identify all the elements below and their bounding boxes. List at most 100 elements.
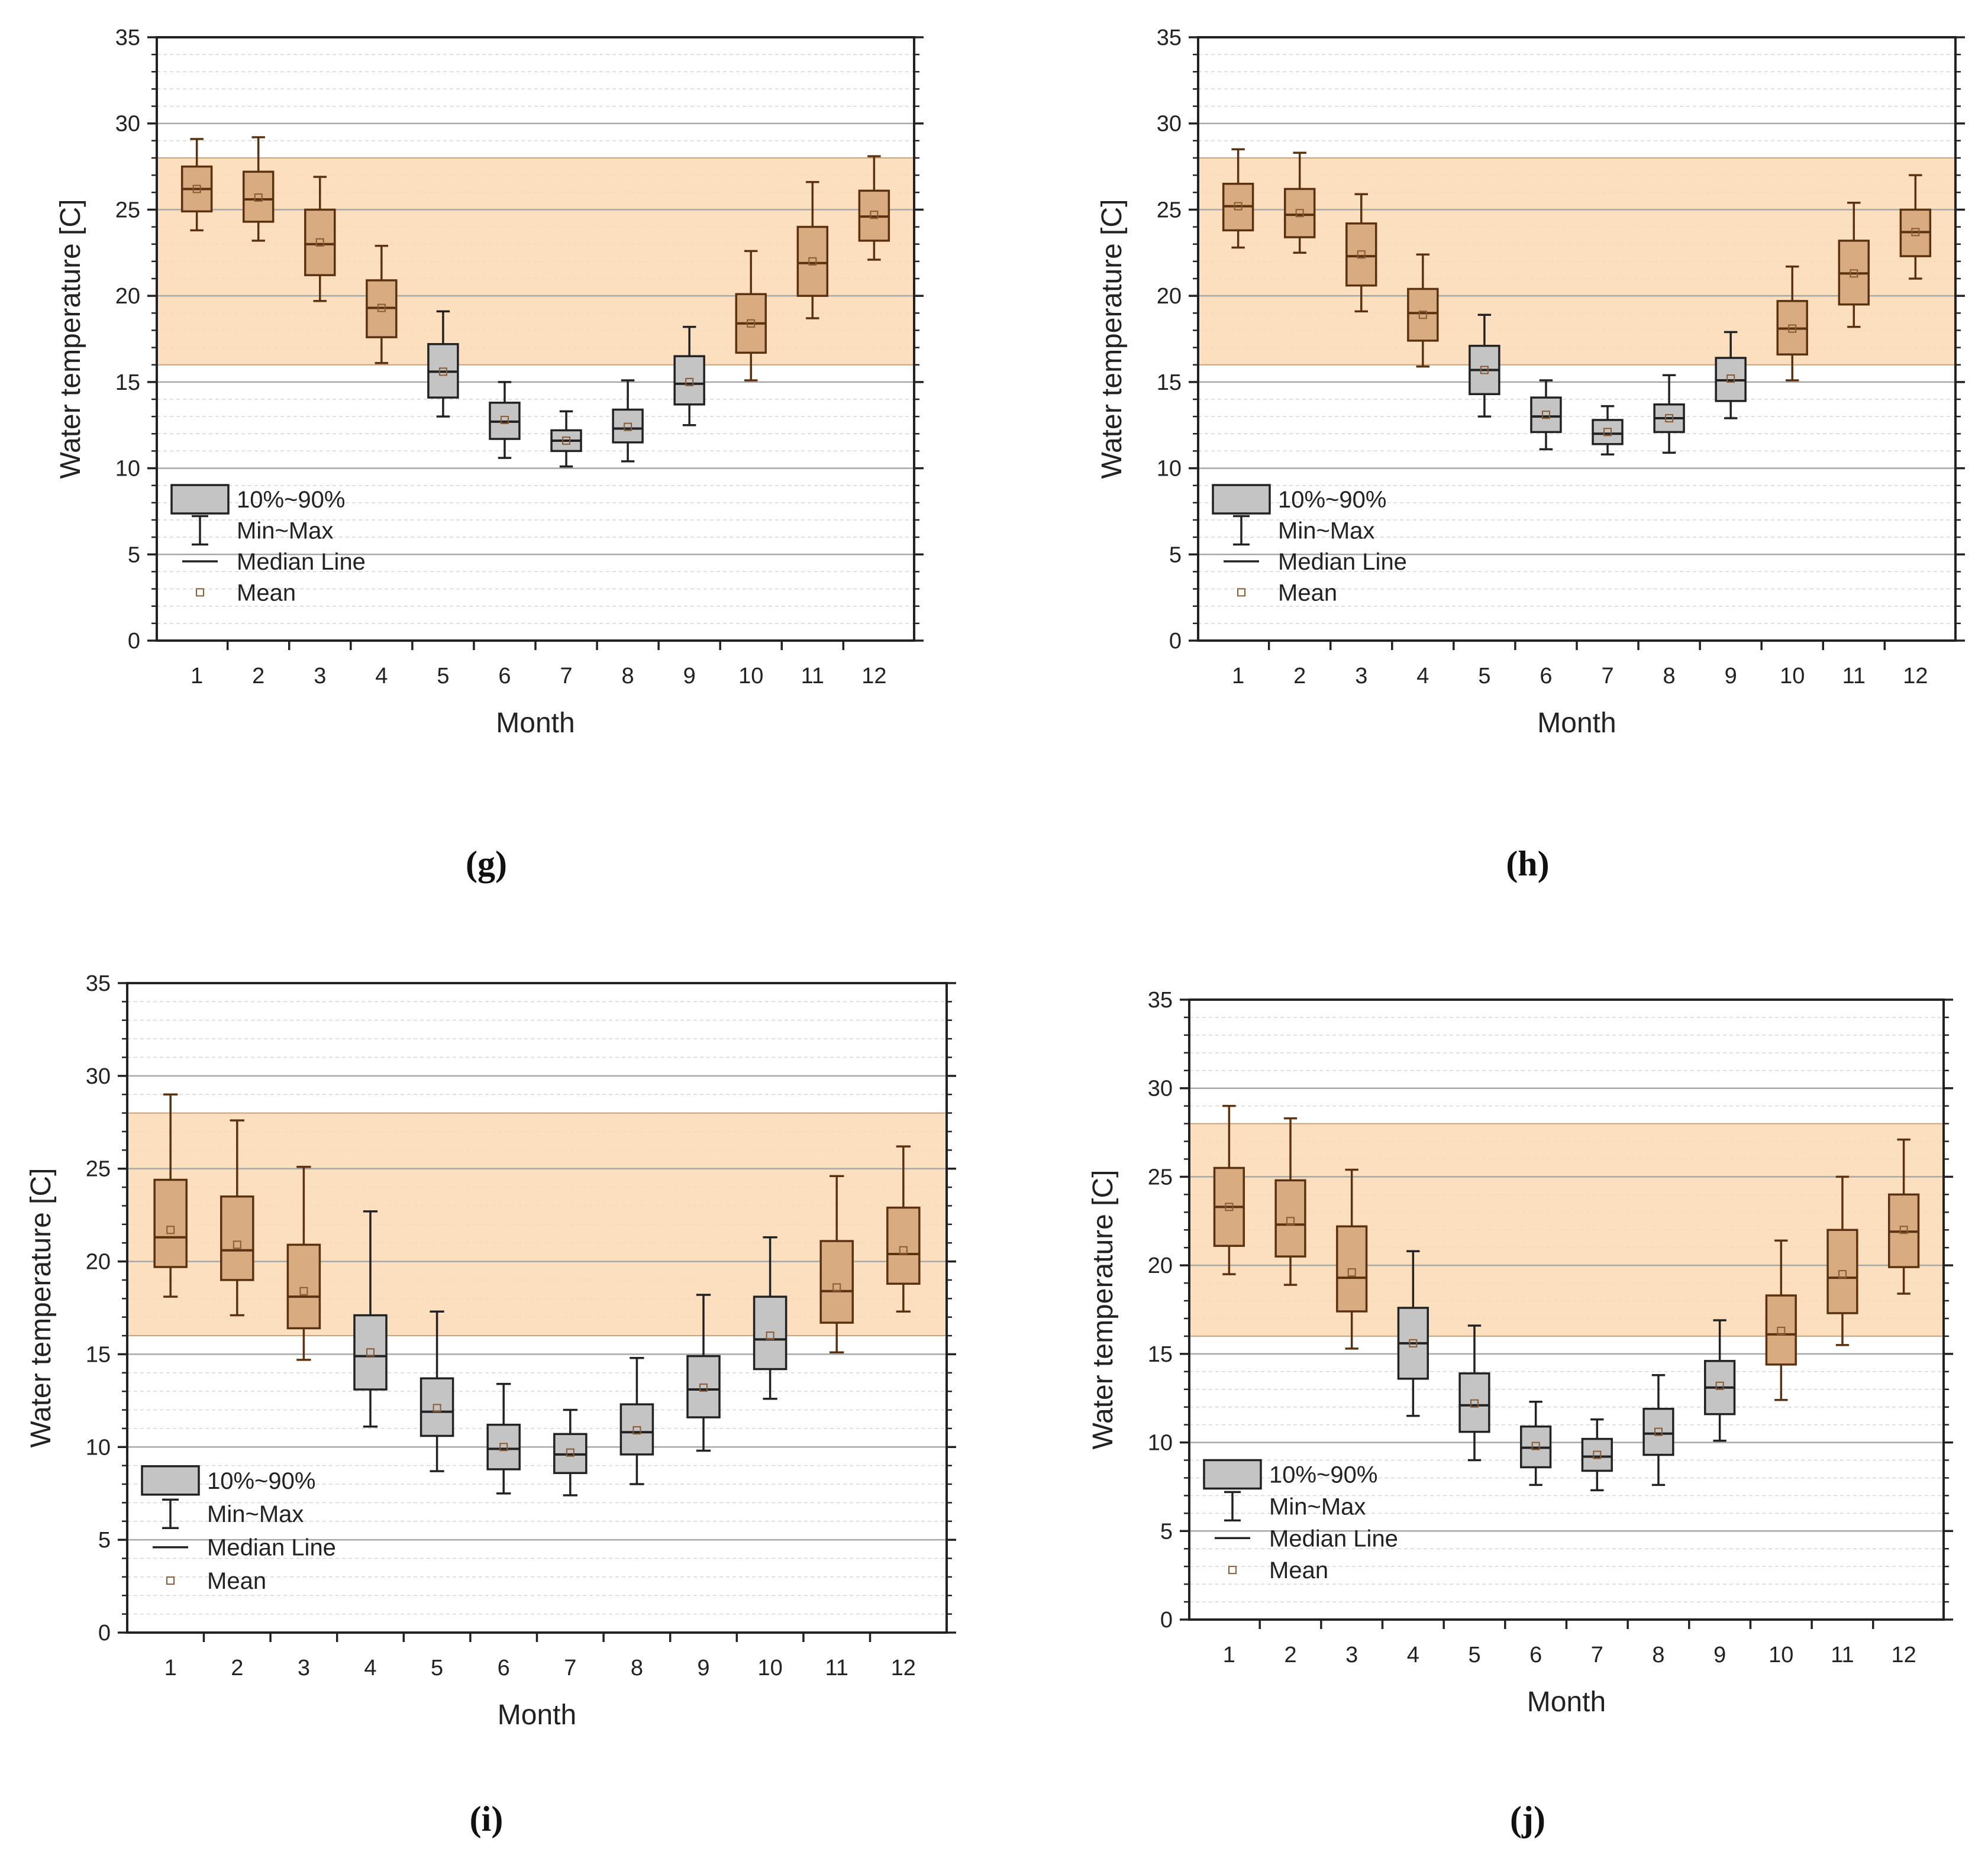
mean-marker	[233, 1240, 241, 1249]
mean-marker	[699, 1383, 708, 1392]
x-tick-label: 9	[683, 664, 696, 689]
box-p10-p90	[1530, 396, 1562, 434]
box-p10-p90	[886, 1206, 921, 1285]
legend-whisker-label: Min~Max	[207, 1501, 304, 1527]
y-tick-label: 15	[1148, 1342, 1173, 1367]
box-p10-p90	[220, 1195, 254, 1281]
mean-marker	[1286, 1217, 1295, 1226]
mean-marker	[1726, 374, 1735, 383]
x-tick-label: 9	[1713, 1643, 1726, 1667]
box-month-9	[686, 1294, 721, 1452]
box-p10-p90	[1283, 188, 1316, 238]
mean-marker	[899, 1246, 908, 1255]
box-p10-p90	[753, 1295, 788, 1371]
box-month-8	[619, 1356, 654, 1485]
box-month-4	[366, 244, 398, 364]
legend-box-label: 10%~90%	[1278, 487, 1386, 513]
box-p10-p90	[419, 1377, 454, 1437]
y-axis-title: Water temperature [C]	[1096, 199, 1128, 479]
box-p10-p90	[1458, 1372, 1490, 1433]
y-axis-title: Water temperature [C]	[1087, 1169, 1119, 1449]
y-tick-label: 5	[1169, 542, 1182, 567]
box-month-8	[1653, 374, 1685, 454]
box-month-1	[180, 138, 213, 232]
legend-box-label: 10%~90%	[237, 487, 345, 513]
y-tick-label: 15	[86, 1342, 111, 1367]
box-month-10	[735, 250, 767, 382]
x-tick-label: 5	[437, 664, 449, 689]
box-month-2	[1283, 151, 1316, 254]
y-tick-label: 35	[1157, 25, 1182, 50]
y-tick-label: 35	[86, 971, 111, 996]
x-tick-label: 6	[498, 1656, 510, 1681]
x-tick-label: 4	[375, 664, 388, 689]
legend-box-swatch	[1203, 1459, 1262, 1490]
mean-marker	[1470, 1399, 1479, 1408]
y-tick-label: 0	[1160, 1608, 1173, 1633]
x-tick-label: 8	[631, 1656, 643, 1681]
mean-marker	[808, 257, 817, 266]
box-p10-p90	[1642, 1407, 1674, 1456]
y-tick-label: 25	[1157, 198, 1182, 222]
legend: 10%~90% Min~Max Median Line Mean	[1212, 484, 1407, 606]
x-tick-label: 2	[231, 1656, 243, 1681]
mean-marker	[500, 415, 509, 424]
legend-mean-swatch	[196, 588, 204, 597]
x-tick-label: 5	[1478, 664, 1490, 689]
x-tick-label: 4	[1416, 664, 1429, 689]
mean-marker	[1777, 1326, 1786, 1335]
x-tick-label: 6	[1529, 1643, 1542, 1667]
legend-whisker-label: Min~Max	[1269, 1494, 1366, 1520]
x-tick-label: 11	[1831, 1643, 1854, 1667]
mean-marker	[366, 1348, 375, 1357]
y-tick-label: 25	[115, 198, 140, 222]
x-tick-label: 6	[498, 664, 511, 689]
box-month-3	[304, 176, 336, 302]
legend-median-label: Median Line	[237, 549, 366, 575]
x-tick-label: 7	[1591, 1643, 1603, 1667]
mean-marker	[685, 377, 694, 386]
box-month-7	[550, 410, 582, 468]
y-axis-title: Water temperature [C]	[55, 199, 86, 479]
box-month-8	[1642, 1374, 1674, 1486]
mean-marker	[1911, 228, 1920, 237]
y-tick-label: 15	[1157, 370, 1182, 395]
legend-mean-label: Mean	[1278, 580, 1337, 606]
mean-marker	[1715, 1381, 1724, 1390]
x-tick-label: 12	[861, 664, 886, 689]
x-tick-label: 8	[622, 664, 634, 689]
y-tick-label: 35	[115, 25, 140, 50]
mean-marker	[254, 193, 263, 202]
mean-marker	[166, 1226, 175, 1234]
x-tick-label: 5	[431, 1656, 443, 1681]
x-tick-label: 3	[1345, 1643, 1358, 1667]
legend: 10%~90% Min~Max Median Line Mean	[170, 484, 366, 606]
box-p10-p90	[304, 208, 336, 276]
mean-marker	[1347, 1268, 1356, 1277]
box-p10-p90	[673, 355, 705, 406]
mean-marker	[315, 238, 324, 247]
x-tick-label: 10	[738, 664, 763, 689]
box-p10-p90	[612, 408, 644, 444]
y-tick-label: 15	[115, 370, 140, 395]
y-tick-label: 10	[1148, 1431, 1173, 1456]
box-month-2	[1274, 1117, 1306, 1286]
y-tick-label: 25	[86, 1157, 111, 1182]
x-tick-label: 1	[164, 1656, 177, 1681]
y-tick-label: 20	[1148, 1253, 1173, 1278]
box-month-5	[419, 1310, 454, 1472]
box-month-11	[819, 1175, 854, 1354]
x-tick-label: 11	[801, 664, 824, 689]
legend-whisker-label: Min~Max	[237, 518, 333, 544]
legend-median-label: Median Line	[1278, 549, 1407, 575]
mean-marker	[1850, 269, 1858, 278]
box-month-6	[489, 381, 521, 459]
box-month-9	[1704, 1319, 1736, 1442]
box-month-6	[486, 1382, 521, 1495]
y-tick-label: 0	[128, 629, 140, 654]
y-tick-label: 30	[115, 112, 140, 137]
x-tick-label: 4	[364, 1656, 376, 1681]
x-tick-label: 7	[1601, 664, 1613, 689]
